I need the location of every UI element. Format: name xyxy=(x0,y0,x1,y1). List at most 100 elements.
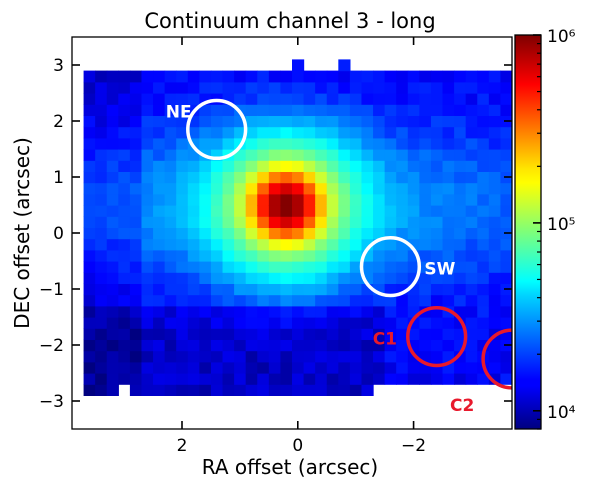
heatmap-pixel xyxy=(118,227,131,240)
region-circle-sw xyxy=(359,235,422,298)
heatmap-pixel xyxy=(222,373,235,385)
heatmap-pixel xyxy=(222,93,235,105)
heatmap-pixel xyxy=(338,93,351,105)
heatmap-pixel xyxy=(222,126,235,139)
heatmap-pixel xyxy=(454,361,467,374)
heatmap-pixel xyxy=(164,283,177,296)
heatmap-pixel xyxy=(396,328,409,340)
heatmap-pixel xyxy=(303,283,316,296)
heatmap-pixel xyxy=(280,137,293,150)
heatmap-pixel xyxy=(430,115,444,128)
heatmap-pixel xyxy=(95,115,108,128)
heatmap-pixel xyxy=(153,272,166,284)
heatmap-pixel xyxy=(95,305,108,318)
y-tick-label: −1 xyxy=(39,280,64,300)
heatmap-pixel xyxy=(361,160,374,172)
heatmap-pixel xyxy=(292,261,305,273)
heatmap-pixel xyxy=(477,227,490,240)
heatmap-pixel xyxy=(384,70,397,83)
heatmap-pixel xyxy=(176,361,189,374)
heatmap-pixel xyxy=(176,328,189,340)
heatmap-pixel xyxy=(500,126,512,139)
heatmap-pixel xyxy=(280,81,293,94)
heatmap-pixel xyxy=(280,373,293,385)
heatmap-pixel xyxy=(303,373,316,385)
heatmap-pixel xyxy=(430,216,444,228)
heatmap-pixel xyxy=(164,249,177,262)
y-tick-label: 0 xyxy=(53,224,64,244)
region-labels: NE SW C1 C2 xyxy=(166,102,475,416)
heatmap-pixel xyxy=(292,361,305,374)
heatmap-pixel xyxy=(83,261,96,273)
region-label-c2: C2 xyxy=(450,396,474,416)
heatmap-pixel xyxy=(500,294,512,307)
heatmap-pixel xyxy=(164,137,177,150)
heatmap-pixel xyxy=(384,126,397,139)
heatmap-pixel xyxy=(257,373,270,385)
heatmap-pixel xyxy=(407,238,420,251)
heatmap-pixel xyxy=(407,305,420,318)
heatmap-pixel xyxy=(430,70,444,83)
heatmap-pixel xyxy=(407,317,420,329)
heatmap-pixel xyxy=(118,261,131,273)
heatmap-pixel xyxy=(500,104,512,116)
heatmap-pixel xyxy=(349,227,363,240)
heatmap-pixel xyxy=(430,294,444,307)
heatmap-pixel xyxy=(280,361,293,374)
heatmap-pixel xyxy=(268,272,282,284)
heatmap-pixel xyxy=(488,160,502,172)
heatmap-pixel xyxy=(245,115,258,128)
heatmap-pixel xyxy=(454,305,467,318)
heatmap-pixel xyxy=(141,283,154,296)
heatmap-pixel xyxy=(315,149,328,161)
heatmap-pixel xyxy=(303,350,316,363)
heatmap-pixel xyxy=(210,373,224,385)
heatmap-pixel xyxy=(95,81,108,94)
heatmap-pixel xyxy=(292,93,305,105)
heatmap-pixel xyxy=(465,115,478,128)
heatmap-pixel xyxy=(326,283,339,296)
heatmap-pixel xyxy=(338,328,351,340)
heatmap-pixel xyxy=(199,294,212,307)
heatmap-pixel xyxy=(222,294,235,307)
heatmap-pixel xyxy=(454,126,467,139)
heatmap-pixel xyxy=(477,283,490,296)
heatmap-pixel xyxy=(465,373,478,385)
heatmap-pixel xyxy=(500,261,512,273)
heatmap-pixel xyxy=(118,149,131,161)
heatmap-pixel xyxy=(338,160,351,172)
heatmap-pixel xyxy=(210,137,224,150)
heatmap-pixel xyxy=(118,216,131,228)
heatmap-pixel xyxy=(129,104,143,116)
heatmap-pixel xyxy=(141,384,154,396)
heatmap-pixel xyxy=(187,305,200,318)
heatmap-pixel xyxy=(199,283,212,296)
heatmap-pixel xyxy=(176,317,189,329)
heatmap-pixel xyxy=(245,261,258,273)
heatmap-pixel xyxy=(187,373,200,385)
heatmap-pixel xyxy=(95,104,108,116)
heatmap-pixel xyxy=(326,227,339,240)
heatmap-pixel xyxy=(488,238,502,251)
heatmap-pixel xyxy=(257,70,270,83)
heatmap-pixel xyxy=(83,70,96,83)
y-tick-label: 3 xyxy=(53,56,64,76)
heatmap-pixel xyxy=(280,216,293,228)
heatmap-pixel xyxy=(95,149,108,161)
heatmap-pixel xyxy=(234,70,247,83)
heatmap-pixel xyxy=(280,249,293,262)
heatmap-pixel xyxy=(454,205,467,217)
heatmap-pixel xyxy=(176,339,189,352)
heatmap-pixel xyxy=(199,93,212,105)
heatmap-pixel xyxy=(257,305,270,318)
heatmap-pixel xyxy=(280,283,293,296)
heatmap-pixel xyxy=(199,104,212,116)
heatmap-pixel xyxy=(106,126,119,139)
heatmap-pixel xyxy=(303,328,316,340)
heatmap-pixel xyxy=(419,104,432,116)
heatmap-pixel xyxy=(419,227,432,240)
heatmap-pixel xyxy=(338,59,351,72)
heatmap-pixel xyxy=(326,238,339,251)
heatmap-pixel xyxy=(465,238,478,251)
heatmap-pixel xyxy=(199,205,212,217)
